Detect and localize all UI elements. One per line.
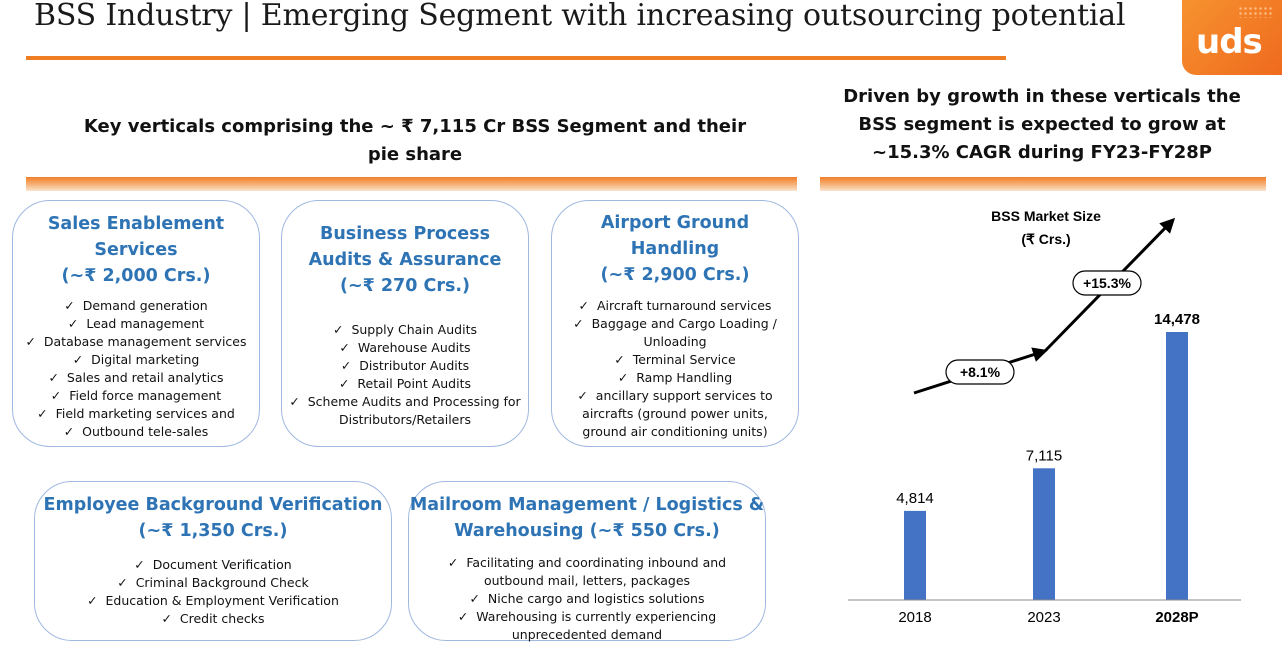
card-title: Employee Background Verification (~₹ 1,35… bbox=[43, 495, 383, 541]
chart-bar bbox=[1033, 468, 1055, 600]
list-item: Field force management bbox=[13, 387, 259, 405]
bss-market-size-chart: BSS Market Size (₹ Crs.) 4,814 2018 7,115 202… bbox=[848, 208, 1241, 626]
data-label: 4,814 bbox=[896, 490, 934, 507]
x-tick-label: 2023 bbox=[1027, 609, 1060, 626]
chart-title: BSS Market Size bbox=[991, 208, 1101, 224]
growth-heading-line: ~15.3% CAGR during FY23-FY28P bbox=[872, 142, 1212, 163]
list-item: Aircraft turnaround services bbox=[558, 297, 792, 315]
list-item: Warehousing is currently experiencing bbox=[423, 608, 751, 626]
list-item: Field marketing services and bbox=[13, 405, 259, 423]
list-item: Niche cargo and logistics solutions bbox=[423, 590, 751, 608]
list-item: Baggage and Cargo Loading / bbox=[558, 315, 792, 333]
list-item: Distributor Audits bbox=[282, 357, 528, 375]
list-item: ancillary support services to bbox=[558, 387, 792, 405]
growth-label: +8.1% bbox=[960, 364, 1001, 380]
list-item-continuation: aircrafts (ground power units, bbox=[582, 406, 768, 421]
data-label: 14,478 bbox=[1154, 311, 1200, 328]
growth-heading-line: BSS segment is expected to grow at bbox=[858, 114, 1226, 135]
list-item: Document Verification bbox=[35, 556, 391, 574]
card-business-process-audits: Business Process Audits & Assurance (~₹ 27… bbox=[281, 200, 529, 447]
chart-subtitle: (₹ Crs.) bbox=[1021, 231, 1070, 247]
list-item: Terminal Service bbox=[558, 351, 792, 369]
list-item: Credit checks bbox=[35, 610, 391, 628]
card-list: Document Verification Criminal Backgroun… bbox=[35, 556, 391, 628]
growth-heading: Driven by growth in these verticals the … bbox=[822, 83, 1262, 167]
left-divider-band bbox=[26, 177, 797, 191]
list-item-continuation: Unloading bbox=[643, 334, 707, 349]
card-title: Airport Ground Handling (~₹ 2,900 Crs.) bbox=[600, 213, 750, 285]
list-item: Digital marketing bbox=[13, 351, 259, 369]
logo-dots-pattern bbox=[1238, 6, 1272, 18]
card-title: Business Process Audits & Assurance (~₹ 27… bbox=[308, 224, 502, 296]
uds-logo: uds bbox=[1182, 0, 1282, 75]
verticals-heading: Key verticals comprising the ~ ₹ 7,115 C… bbox=[60, 113, 770, 169]
title-underline bbox=[26, 56, 1006, 60]
list-item: Database management services bbox=[13, 333, 259, 351]
list-item-continuation: Distributors/Retailers bbox=[338, 412, 472, 427]
growth-heading-line: Driven by growth in these verticals the bbox=[843, 86, 1241, 107]
card-list: Facilitating and coordinating inbound an… bbox=[409, 554, 765, 644]
list-item-continuation: ground air conditioning units) bbox=[582, 424, 768, 439]
logo-text: uds bbox=[1196, 22, 1263, 62]
list-item: Facilitating and coordinating inbound an… bbox=[423, 554, 751, 572]
card-list: Aircraft turnaround services Baggage and… bbox=[552, 297, 798, 441]
list-item: Sales and retail analytics bbox=[13, 369, 259, 387]
x-tick-label: 2028P bbox=[1155, 609, 1198, 626]
card-employee-background-verification: Employee Background Verification (~₹ 1,35… bbox=[34, 481, 392, 641]
verticals-heading-line: pie share bbox=[367, 144, 463, 165]
list-item-continuation: outbound mail, letters, packages bbox=[483, 573, 691, 588]
card-title: Sales Enablement Services (~₹ 2,000 Crs.) bbox=[47, 214, 225, 286]
list-item: Lead management bbox=[13, 315, 259, 333]
list-item: Demand generation bbox=[13, 297, 259, 315]
page-title: BSS Industry | Emerging Segment with inc… bbox=[34, 0, 1126, 33]
card-sales-enablement: Sales Enablement Services (~₹ 2,000 Crs.) … bbox=[12, 200, 260, 447]
chart-bar bbox=[904, 510, 926, 600]
card-list: Supply Chain Audits Warehouse Audits Dis… bbox=[282, 321, 528, 429]
card-title: Mailroom Management / Logistics & Warehou… bbox=[409, 495, 765, 541]
growth-label-pill bbox=[1072, 270, 1142, 296]
chart-bar bbox=[1166, 332, 1188, 600]
growth-label-pill bbox=[945, 359, 1015, 385]
list-item: Ramp Handling bbox=[558, 369, 792, 387]
list-item: Warehouse Audits bbox=[282, 339, 528, 357]
growth-label: +15.3% bbox=[1083, 275, 1131, 291]
list-item: Retail Point Audits bbox=[282, 375, 528, 393]
list-item: Criminal Background Check bbox=[35, 574, 391, 592]
right-divider-band bbox=[820, 177, 1266, 191]
x-tick-label: 2018 bbox=[898, 609, 931, 626]
card-list: Demand generation Lead management Databa… bbox=[13, 297, 259, 441]
data-label: 7,115 bbox=[1026, 447, 1062, 464]
verticals-heading-line: Key verticals comprising the ~ ₹ 7,115 C… bbox=[83, 116, 747, 137]
list-item: Education & Employment Verification bbox=[35, 592, 391, 610]
list-item-continuation: unprecedented demand bbox=[511, 627, 663, 642]
list-item: Outbound tele-sales bbox=[13, 423, 259, 441]
card-mailroom-logistics: Mailroom Management / Logistics & Warehou… bbox=[408, 481, 766, 644]
list-item: Supply Chain Audits bbox=[282, 321, 528, 339]
list-item: Scheme Audits and Processing for bbox=[282, 393, 528, 411]
